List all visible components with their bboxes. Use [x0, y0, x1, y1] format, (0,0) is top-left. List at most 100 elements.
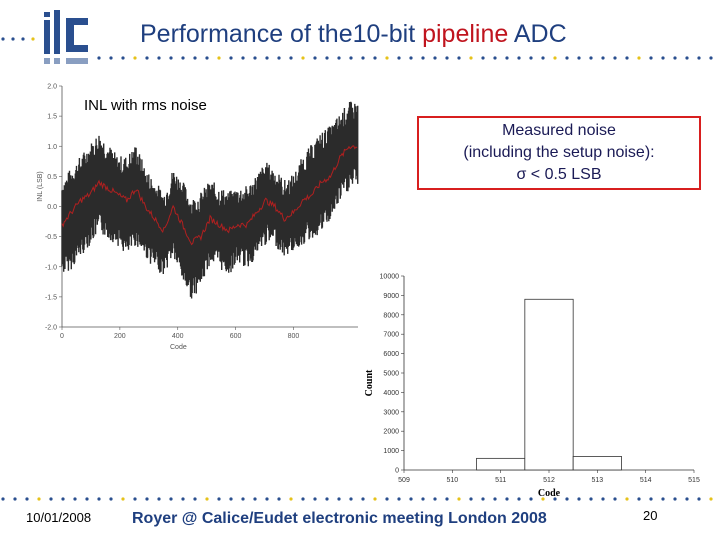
dot — [253, 497, 257, 501]
dot — [277, 497, 281, 501]
dot — [433, 56, 437, 60]
dot — [529, 56, 533, 60]
dot — [313, 497, 317, 501]
dot — [709, 497, 713, 501]
dot — [217, 56, 221, 60]
inl-y-tick-label: -1.0 — [45, 264, 57, 271]
dot — [289, 497, 293, 501]
dot — [613, 56, 617, 60]
inl-y-axis-label: INL (LSB) — [37, 171, 44, 201]
dot — [301, 497, 305, 501]
inl-x-tick-label: 800 — [288, 333, 300, 340]
dot — [121, 56, 125, 60]
dot — [469, 497, 473, 501]
dot — [229, 497, 233, 501]
dot — [373, 497, 377, 501]
dot — [493, 56, 497, 60]
inl-chart: 2.0 1.5 1.0 0.5 0.0 -0.5 -1.0 -1.5 -2.00 200 400 60… — [37, 84, 359, 351]
dot — [181, 56, 185, 60]
inl-y-tick-label: 2.0 — [47, 84, 57, 91]
dot — [553, 56, 557, 60]
inl-x-tick-label: 200 — [114, 333, 126, 340]
inl-y-tick-label: -1.5 — [45, 294, 57, 301]
dot — [421, 497, 425, 501]
dot — [325, 497, 329, 501]
dot — [517, 56, 521, 60]
hist-y-tick-label: 8000 — [383, 312, 399, 319]
hist-bar — [476, 457, 526, 471]
dot — [301, 56, 305, 60]
noise-line-2: (including the setup noise): — [463, 144, 655, 161]
dot — [229, 56, 233, 60]
dot — [121, 497, 125, 501]
title-highlight: pipeline — [422, 20, 509, 48]
dot — [205, 56, 209, 60]
noise-line-3: σ < 0.5 LSB — [516, 166, 602, 183]
dot — [553, 497, 557, 501]
hist-x-tick-label: 515 — [688, 477, 700, 484]
dot — [409, 497, 413, 501]
hist-x-tick-label: 512 — [543, 477, 555, 484]
dot — [541, 497, 545, 501]
dot — [31, 37, 35, 41]
footer-dots — [1, 497, 713, 501]
dot — [565, 497, 569, 501]
dot — [253, 56, 257, 60]
dot — [505, 497, 509, 501]
dot — [661, 56, 665, 60]
header-dots — [97, 56, 713, 60]
dot — [97, 497, 101, 501]
footer-date: 10/01/2008 — [26, 510, 92, 525]
dot — [505, 56, 509, 60]
dot — [193, 497, 197, 501]
dot — [445, 56, 449, 60]
dot — [361, 497, 365, 501]
dot — [409, 56, 413, 60]
dot — [589, 497, 593, 501]
dot — [481, 497, 485, 501]
dot — [397, 56, 401, 60]
inl-x-tick-label: 400 — [172, 333, 184, 340]
ilc-logo — [44, 10, 88, 64]
dot — [145, 497, 149, 501]
dot — [421, 56, 425, 60]
dot — [217, 497, 221, 501]
dot — [1, 37, 5, 41]
dot — [193, 56, 197, 60]
dot — [85, 497, 89, 501]
dot — [697, 497, 701, 501]
dot — [493, 497, 497, 501]
dot — [157, 497, 161, 501]
dot — [601, 56, 605, 60]
hist-y-tick-label: 6000 — [383, 351, 399, 358]
hist-x-tick-label: 511 — [495, 477, 506, 484]
dot — [109, 497, 113, 501]
dot — [697, 56, 701, 60]
inl-y-tick-label: -0.5 — [45, 234, 57, 241]
dot — [637, 497, 641, 501]
dot — [109, 56, 113, 60]
dot — [457, 56, 461, 60]
dot — [169, 56, 173, 60]
dot — [589, 56, 593, 60]
inl-x-tick-label: 0 — [60, 333, 64, 340]
dot — [457, 497, 461, 501]
dot — [577, 56, 581, 60]
dot — [349, 497, 353, 501]
inl-y-tick-label: 1.0 — [47, 144, 57, 151]
dot — [325, 56, 329, 60]
inl-label: INL with rms noise — [84, 97, 207, 114]
dot — [21, 37, 25, 41]
hist-tick-labels: 0 1000 2000 3000 4000 5000 6000 7000 8000 9000 100… — [380, 274, 700, 485]
dot — [637, 56, 641, 60]
hist-y-tick-label: 5000 — [383, 371, 399, 378]
dot — [205, 497, 209, 501]
dot — [133, 56, 137, 60]
dot — [1, 497, 5, 501]
inl-y-tick-label: -2.0 — [45, 325, 57, 332]
dot — [277, 56, 281, 60]
dot — [313, 56, 317, 60]
dot — [265, 56, 269, 60]
inl-noise-band — [61, 101, 359, 299]
hist-x-axis-label: Code — [538, 488, 561, 499]
